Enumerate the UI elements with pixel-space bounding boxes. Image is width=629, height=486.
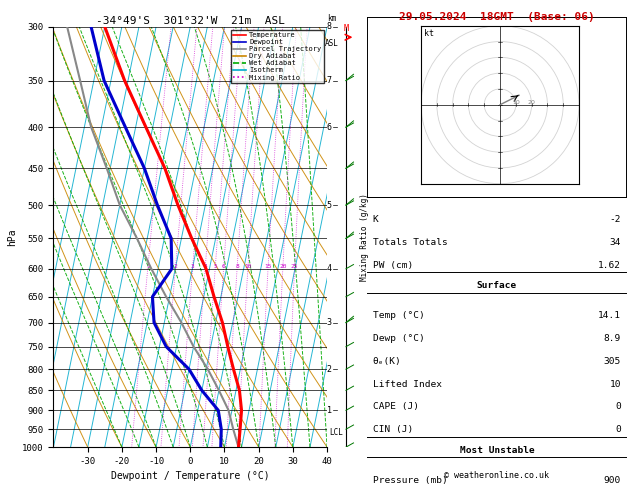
Text: θₑ(K): θₑ(K) bbox=[373, 357, 401, 366]
Text: Mixing Ratio (g/kg): Mixing Ratio (g/kg) bbox=[360, 193, 369, 281]
Text: 305: 305 bbox=[604, 357, 621, 366]
Title: -34°49'S  301°32'W  21m  ASL: -34°49'S 301°32'W 21m ASL bbox=[96, 16, 285, 26]
Text: 34: 34 bbox=[610, 238, 621, 247]
Text: Dewp (°C): Dewp (°C) bbox=[373, 334, 425, 343]
Text: CIN (J): CIN (J) bbox=[373, 425, 413, 434]
Text: 8.9: 8.9 bbox=[604, 334, 621, 343]
Text: 1.62: 1.62 bbox=[598, 261, 621, 270]
Text: LCL: LCL bbox=[329, 428, 343, 437]
Text: Surface: Surface bbox=[477, 281, 517, 291]
Text: 900: 900 bbox=[604, 476, 621, 485]
Text: 20: 20 bbox=[528, 100, 535, 105]
Text: 0: 0 bbox=[615, 402, 621, 412]
Text: 8: 8 bbox=[326, 22, 331, 31]
Text: 1: 1 bbox=[146, 264, 150, 269]
Text: 6: 6 bbox=[221, 264, 225, 269]
Text: 14.1: 14.1 bbox=[598, 311, 621, 320]
Text: 2: 2 bbox=[174, 264, 177, 269]
Text: 5: 5 bbox=[326, 201, 331, 209]
Text: Pressure (mb): Pressure (mb) bbox=[373, 476, 447, 485]
Text: 0: 0 bbox=[615, 425, 621, 434]
Text: Most Unstable: Most Unstable bbox=[460, 446, 534, 455]
Text: 25: 25 bbox=[291, 264, 298, 269]
Text: PW (cm): PW (cm) bbox=[373, 261, 413, 270]
Text: 4: 4 bbox=[326, 264, 331, 273]
Text: 15: 15 bbox=[264, 264, 272, 269]
Text: M: M bbox=[343, 24, 348, 33]
Text: Temp (°C): Temp (°C) bbox=[373, 311, 425, 320]
Text: 5: 5 bbox=[213, 264, 217, 269]
Text: 3: 3 bbox=[326, 318, 331, 327]
Y-axis label: hPa: hPa bbox=[7, 228, 17, 246]
Text: 10: 10 bbox=[512, 100, 520, 105]
Text: 29.05.2024  18GMT  (Base: 06): 29.05.2024 18GMT (Base: 06) bbox=[399, 12, 595, 22]
Text: 4: 4 bbox=[203, 264, 207, 269]
Text: 20: 20 bbox=[279, 264, 287, 269]
Text: kt: kt bbox=[424, 29, 434, 38]
Text: 6: 6 bbox=[326, 122, 331, 132]
Text: Lifted Index: Lifted Index bbox=[373, 380, 442, 389]
Text: 10: 10 bbox=[244, 264, 252, 269]
Text: K: K bbox=[373, 215, 379, 224]
Text: ASL: ASL bbox=[325, 39, 338, 48]
Text: Totals Totals: Totals Totals bbox=[373, 238, 447, 247]
Text: 10: 10 bbox=[610, 380, 621, 389]
Text: 7: 7 bbox=[326, 76, 331, 85]
Text: -2: -2 bbox=[610, 215, 621, 224]
Text: © weatheronline.co.uk: © weatheronline.co.uk bbox=[445, 471, 549, 480]
X-axis label: Dewpoint / Temperature (°C): Dewpoint / Temperature (°C) bbox=[111, 471, 270, 482]
Text: 2: 2 bbox=[326, 364, 331, 374]
Legend: Temperature, Dewpoint, Parcel Trajectory, Dry Adiabat, Wet Adiabat, Isotherm, Mi: Temperature, Dewpoint, Parcel Trajectory… bbox=[230, 30, 323, 83]
Text: 3: 3 bbox=[191, 264, 194, 269]
Text: CAPE (J): CAPE (J) bbox=[373, 402, 419, 412]
Text: 8: 8 bbox=[235, 264, 239, 269]
Text: km: km bbox=[327, 14, 337, 22]
Text: 1: 1 bbox=[326, 406, 331, 415]
